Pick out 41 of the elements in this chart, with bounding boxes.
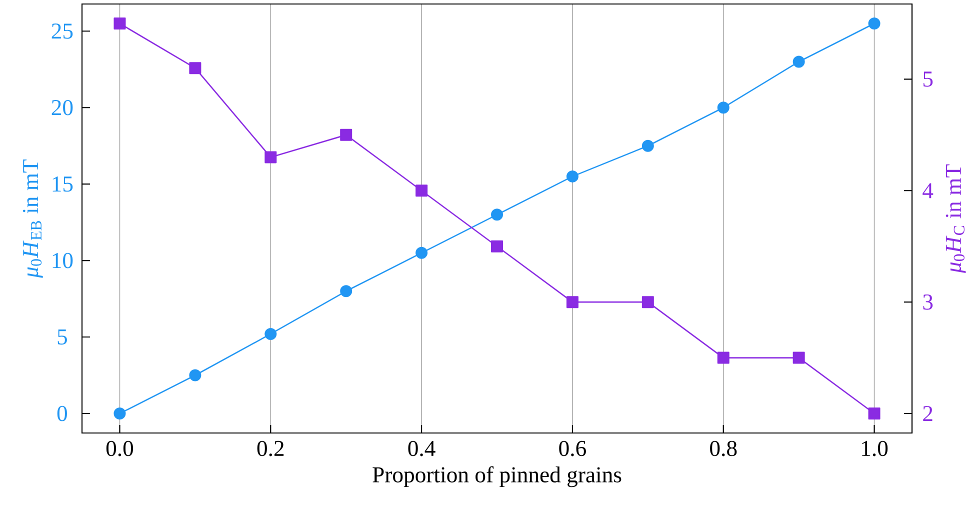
- y2-tick-label: 4: [922, 183, 934, 198]
- point: [642, 140, 654, 152]
- x-axis-title: Proportion of pinned grains: [372, 466, 622, 488]
- x-tick-label: 1.0: [862, 440, 888, 456]
- point: [566, 170, 578, 182]
- point: [114, 408, 126, 420]
- point: [642, 296, 654, 308]
- y2-tick-label: 5: [923, 72, 933, 87]
- x-tick-label: 0.4: [408, 440, 436, 456]
- x-tick-label: 0.6: [559, 440, 586, 456]
- y2-axis-title: μ$_{0}$H$_{C}$ in mT: [946, 164, 966, 274]
- point: [792, 352, 805, 364]
- point: [868, 408, 880, 420]
- x-tick-label: 0.2: [257, 440, 284, 456]
- x-tick-label: 0.0: [106, 440, 134, 456]
- y-tick-label: 0: [57, 406, 67, 422]
- point: [340, 285, 352, 298]
- y2-tick-label: 2: [923, 406, 932, 422]
- point: [868, 17, 880, 30]
- y-axis-title: μ$_{0}$H$_{EB}$ in mT: [22, 160, 43, 278]
- point: [416, 184, 428, 197]
- point: [189, 369, 202, 382]
- point: [416, 246, 428, 259]
- point: [717, 102, 730, 114]
- point: [114, 17, 126, 30]
- point: [189, 62, 202, 74]
- point: [491, 240, 504, 252]
- x-tick-label: 0.8: [710, 440, 737, 456]
- point: [717, 352, 730, 364]
- y-tick-label: 15: [52, 176, 73, 192]
- y-tick-label: 10: [52, 252, 73, 268]
- y-tick-label: 20: [52, 100, 73, 116]
- y2-tick-label: 3: [923, 294, 933, 310]
- point: [264, 151, 277, 164]
- point: [340, 128, 352, 141]
- point: [491, 208, 504, 221]
- y-tick-label: 5: [58, 329, 67, 345]
- point: [264, 328, 277, 340]
- point: [566, 296, 578, 308]
- point: [792, 56, 805, 68]
- y-tick-label: 25: [52, 24, 73, 39]
